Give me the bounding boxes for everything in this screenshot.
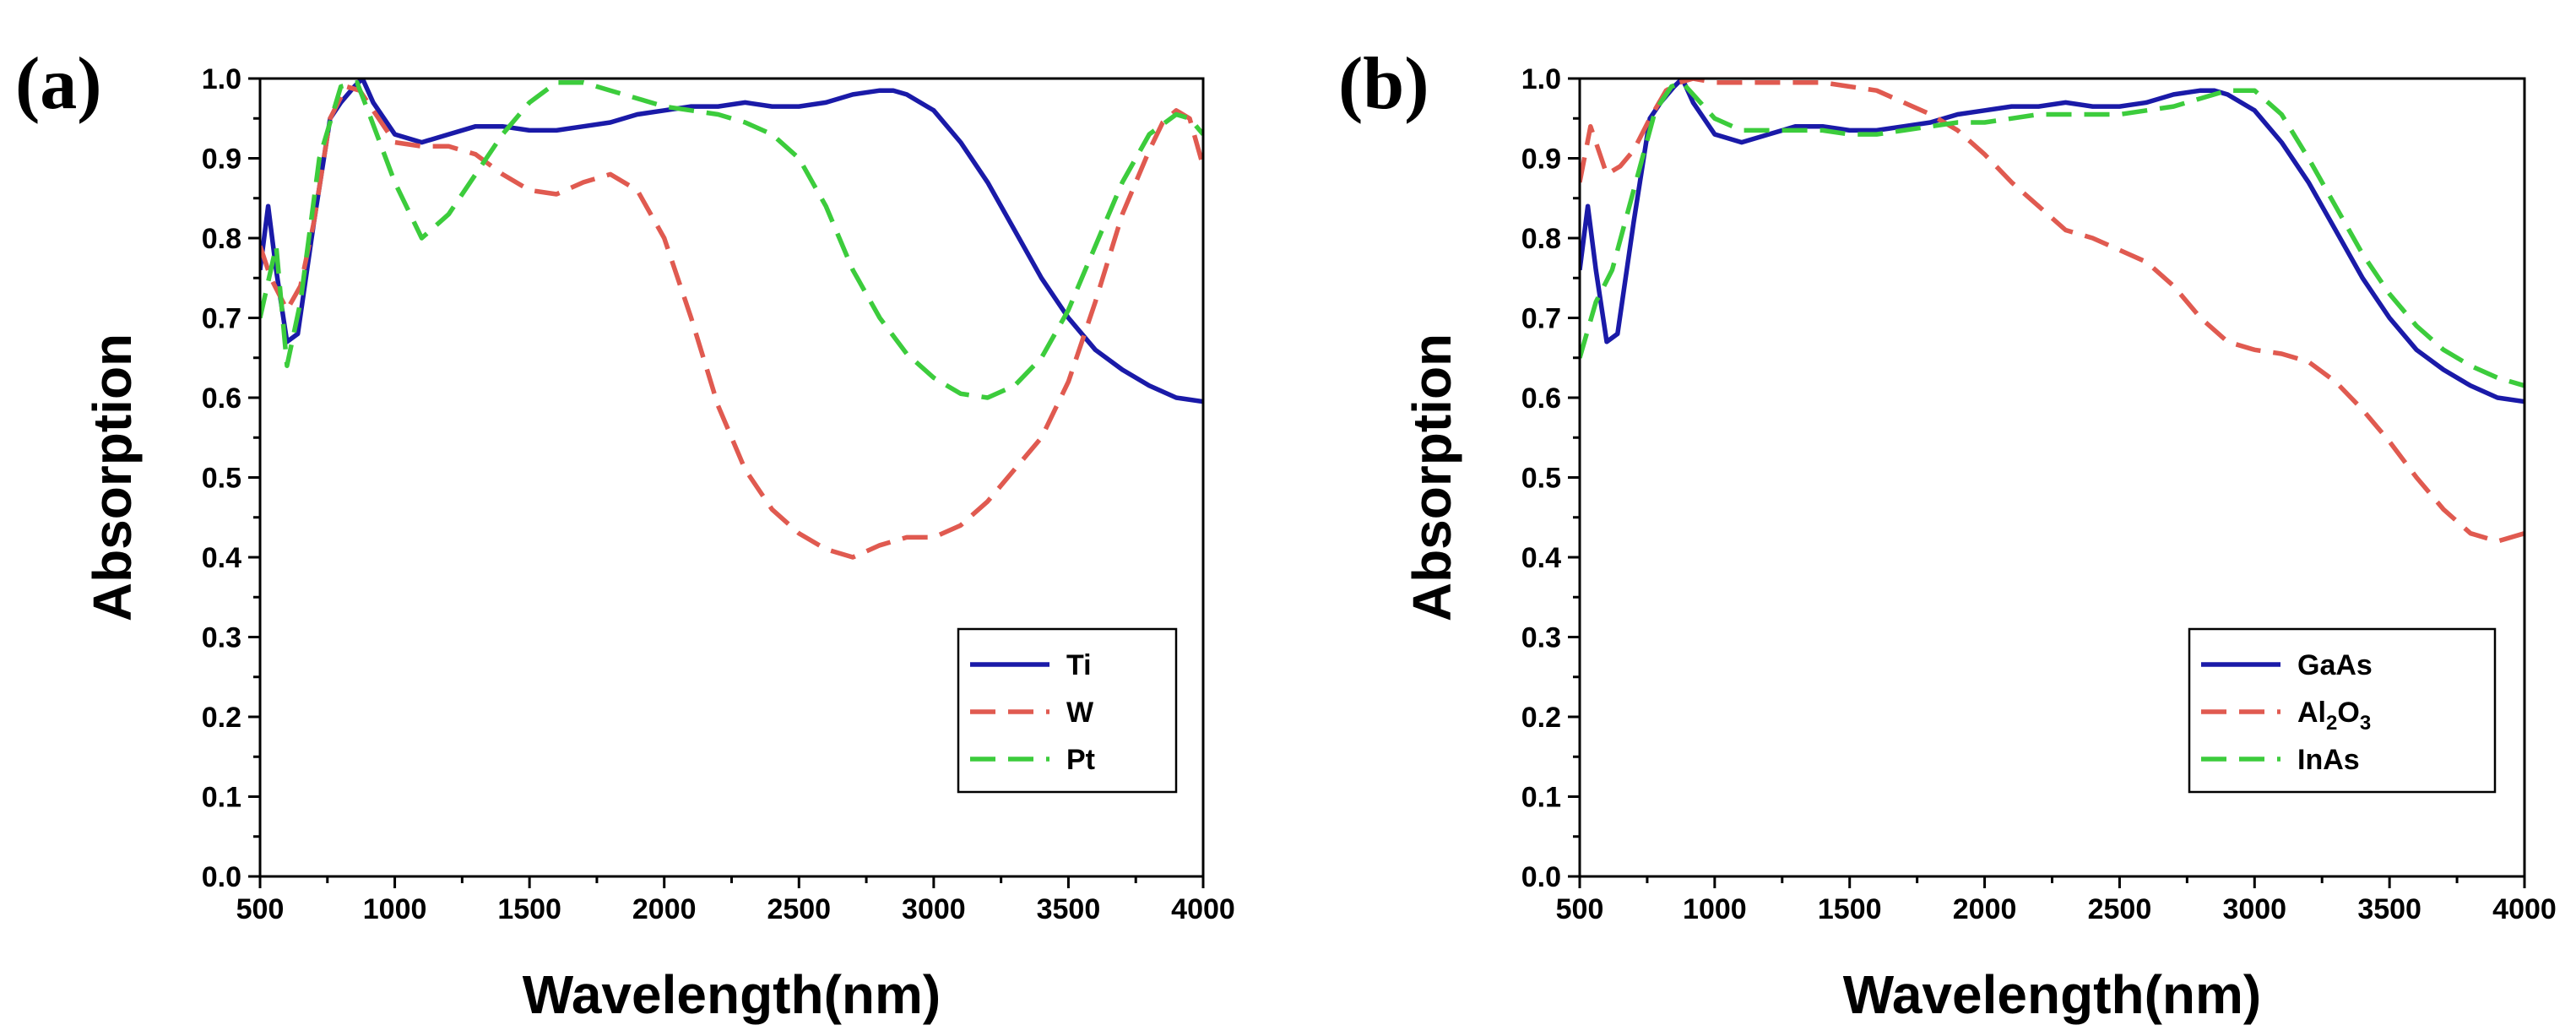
x-tick-label: 2000 — [1953, 893, 2017, 925]
y-tick-label: 0.1 — [202, 782, 241, 814]
series-line-ti — [260, 79, 1203, 404]
y-axis-title: Absorption — [82, 334, 143, 621]
y-tick-label: 0.3 — [1521, 622, 1561, 654]
y-tick-label: 0.8 — [1521, 223, 1561, 255]
x-tick-label: 2000 — [632, 893, 697, 925]
y-tick-label: 0.7 — [1521, 303, 1561, 335]
x-tick-label: 500 — [1556, 893, 1604, 925]
legend-label-part: Al — [2297, 697, 2326, 729]
y-tick-label: 1.0 — [202, 63, 241, 95]
y-tick-label: 0.5 — [202, 463, 241, 495]
y-tick-label: 0.2 — [1521, 702, 1561, 734]
y-axis-title: Absorption — [1402, 334, 1462, 621]
legend-label-w: W — [1066, 697, 1094, 729]
x-tick-label: 500 — [236, 893, 285, 925]
y-tick-label: 1.0 — [1521, 63, 1561, 95]
y-tick-label: 0.7 — [202, 303, 241, 335]
legend-label-pt: Pt — [1066, 744, 1095, 776]
x-tick-label: 1500 — [497, 893, 561, 925]
series-line-pt — [260, 79, 1203, 400]
x-tick-label: 4000 — [1171, 893, 1235, 925]
y-tick-label: 0.3 — [202, 622, 241, 654]
y-tick-label: 0.8 — [202, 223, 241, 255]
legend-label-part: O — [2337, 697, 2359, 729]
legend-label-al2o3: Al2O3 — [2297, 697, 2371, 735]
y-tick-label: 0.1 — [1521, 782, 1561, 814]
y-tick-label: 0.4 — [202, 542, 241, 574]
x-tick-label: 1000 — [1683, 893, 1747, 925]
legend-label-ti: Ti — [1066, 649, 1092, 681]
y-tick-label: 0.0 — [1521, 861, 1561, 893]
legend-subscript: 3 — [2360, 712, 2371, 735]
panel-b: 500 1000 1500 2000 2500 3000 3500 4000 0.0 0.1 0.2… — [1338, 43, 2557, 1025]
panel-a: 500 1000 1500 2000 2500 3000 3500 4000 0.0 0.1 0.2… — [15, 43, 1235, 1025]
x-tick-label: 4000 — [2492, 893, 2557, 925]
panel-label: (a) — [15, 43, 102, 125]
y-tick-label: 0.0 — [202, 861, 241, 893]
y-tick-label: 0.9 — [202, 144, 241, 176]
legend-subscript: 2 — [2326, 712, 2337, 735]
x-tick-label: 3000 — [902, 893, 966, 925]
legend-label-inas: InAs — [2297, 744, 2360, 776]
x-axis-title: Wavelength(nm) — [1843, 964, 2261, 1025]
x-tick-label: 1500 — [1818, 893, 1882, 925]
series-line-gaas — [1580, 79, 2524, 404]
panel-label: (b) — [1338, 43, 1429, 125]
y-tick-label: 0.2 — [202, 702, 241, 734]
series-line-al2o3 — [1580, 79, 2524, 544]
x-tick-label: 3000 — [2222, 893, 2286, 925]
y-tick-label: 0.9 — [1521, 144, 1561, 176]
x-tick-label: 3500 — [2357, 893, 2421, 925]
x-tick-label: 1000 — [363, 893, 427, 925]
legend-label-gaas: GaAs — [2297, 649, 2373, 681]
y-tick-label: 0.6 — [202, 382, 241, 415]
x-tick-label: 2500 — [2088, 893, 2152, 925]
x-tick-label: 3500 — [1037, 893, 1101, 925]
x-axis-title: Wavelength(nm) — [523, 964, 941, 1025]
y-tick-label: 0.6 — [1521, 382, 1561, 415]
series-line-inas — [1580, 79, 2524, 388]
x-tick-label: 2500 — [767, 893, 831, 925]
y-tick-label: 0.5 — [1521, 463, 1561, 495]
y-tick-label: 0.4 — [1521, 542, 1561, 574]
legend: Ti W Pt — [957, 627, 1178, 794]
